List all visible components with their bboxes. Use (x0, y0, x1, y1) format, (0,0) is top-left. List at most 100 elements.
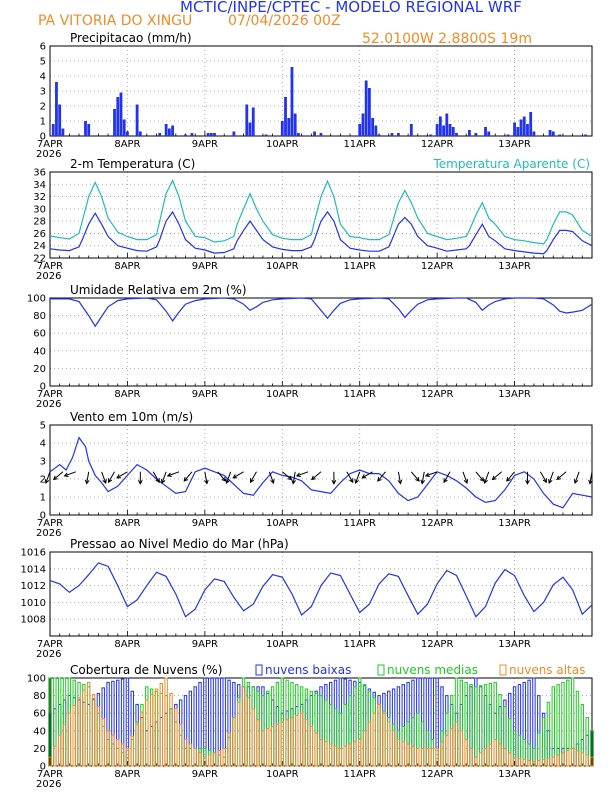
cloud-low-bar (382, 712, 386, 767)
cloud-low-bar (295, 714, 299, 767)
wind-arrow (574, 471, 580, 484)
cloud-low-bar (488, 743, 493, 767)
cloud-low-bar (503, 747, 507, 767)
x-tick-label: 13APR (498, 389, 531, 400)
cloud-low-bar (353, 741, 357, 767)
x-tick-label: 7APR (37, 139, 63, 150)
legend-label: nuvens baixas (265, 663, 351, 677)
cloud-low-bar (203, 756, 207, 767)
wind-arrow-head (108, 478, 113, 484)
panel-title: Umidade Relativa em 2m (%) (70, 283, 247, 297)
cloud-low-bar (246, 697, 251, 767)
x-year-label: 2026 (36, 149, 61, 160)
cloud-low-bar (164, 677, 168, 767)
cloud-low-bar (241, 686, 246, 767)
precip-bar (487, 131, 491, 136)
cloud-low-bar (377, 703, 381, 767)
wind-arrow (167, 471, 180, 477)
cloud-low-bar (62, 723, 67, 767)
wind-arrow-head (377, 476, 382, 482)
wind-arrow-head (155, 478, 160, 484)
cloud-low-bar (48, 756, 52, 767)
wind-arrow (475, 471, 484, 482)
y-tick-label: 5 (40, 57, 46, 68)
cloud-low-bar (193, 747, 197, 767)
wind-arrow-head (483, 479, 488, 485)
cloud-low-bar (125, 747, 130, 767)
x-tick-label: 12APR (421, 261, 454, 272)
wind-arrow-head (542, 478, 547, 484)
x-tick-label: 7APR (37, 769, 63, 780)
wind-arrow (161, 471, 167, 484)
x-tick-label: 7APR (37, 389, 63, 400)
precip-bar (55, 82, 58, 136)
wind-arrow-head (506, 476, 511, 482)
y-tick-label: 0 (40, 382, 46, 393)
x-tick-label: 12APR (421, 769, 454, 780)
precip-bar (164, 124, 168, 136)
y-tick-label: 60 (33, 709, 46, 720)
x-tick-label: 11APR (343, 639, 376, 650)
x-tick-label: 10APR (266, 518, 299, 529)
precip-bar (371, 118, 375, 136)
cloud-low-bar (343, 745, 347, 767)
precip-bar (158, 133, 162, 136)
wind-arrow-head (397, 479, 403, 485)
wind-arrow (539, 471, 547, 483)
precip-bar (484, 127, 487, 136)
cloud-low-bar (546, 757, 551, 767)
wind-arrow-head (249, 478, 255, 484)
wind-arrow-head (349, 478, 354, 484)
x-year-label: 2026 (36, 528, 61, 539)
x-tick-label: 8APR (114, 639, 140, 650)
y-tick-label: 26 (33, 229, 46, 240)
wind-arrow-head (84, 479, 90, 485)
cloud-low-bar (478, 752, 483, 767)
x-tick-label: 12APR (421, 518, 454, 529)
wind-arrow (250, 471, 257, 483)
precip-bar (529, 112, 533, 136)
wind-arrow (116, 471, 128, 479)
precip-bar (474, 133, 478, 136)
precip-bar (61, 128, 65, 136)
precip-bar (397, 133, 400, 136)
header-run: 07/04/2026 00Z (228, 13, 341, 29)
cloud-low-bar (256, 719, 260, 767)
y-tick-label: 1010 (21, 598, 46, 609)
cloud-low-bar (348, 743, 352, 767)
cloud-low-bar (270, 725, 275, 767)
precip-bar (280, 121, 284, 136)
wind-arrow (296, 471, 309, 477)
wind-arrow (425, 471, 438, 477)
precip-bar (209, 133, 213, 136)
precip-bar (51, 124, 55, 136)
x-tick-label: 9APR (192, 261, 218, 272)
precip-bar (516, 127, 520, 136)
wind-arrow (346, 471, 354, 483)
y-tick-label: 6 (40, 42, 46, 53)
precip-bar (122, 119, 126, 136)
cloud-low-bar (120, 743, 125, 767)
cloud-low-bar (309, 725, 314, 767)
precip-bar (526, 124, 529, 136)
precip-bar (377, 134, 381, 136)
precip-bar (319, 133, 323, 136)
precip-bar (445, 113, 449, 136)
wind-arrow (152, 471, 160, 483)
cloud-low-bar (149, 694, 154, 767)
cloud-low-bar (362, 730, 367, 767)
wind-arrow-head (463, 479, 469, 485)
wind-arrow-head (221, 476, 227, 482)
panel-frame (49, 171, 593, 259)
cloud-low-bar (72, 705, 76, 767)
y-tick-label: 20 (33, 744, 46, 755)
cloud-low-bar (174, 708, 178, 767)
cloud-medium-bar (541, 717, 546, 767)
x-tick-label: 10APR (266, 389, 299, 400)
cloud-low-bar (207, 754, 212, 767)
wind-arrow (397, 471, 402, 484)
x-tick-label: 12APR (421, 389, 454, 400)
cloud-low-bar (67, 712, 72, 767)
panel-title: Cobertura de Nuvens (%) (70, 663, 222, 677)
